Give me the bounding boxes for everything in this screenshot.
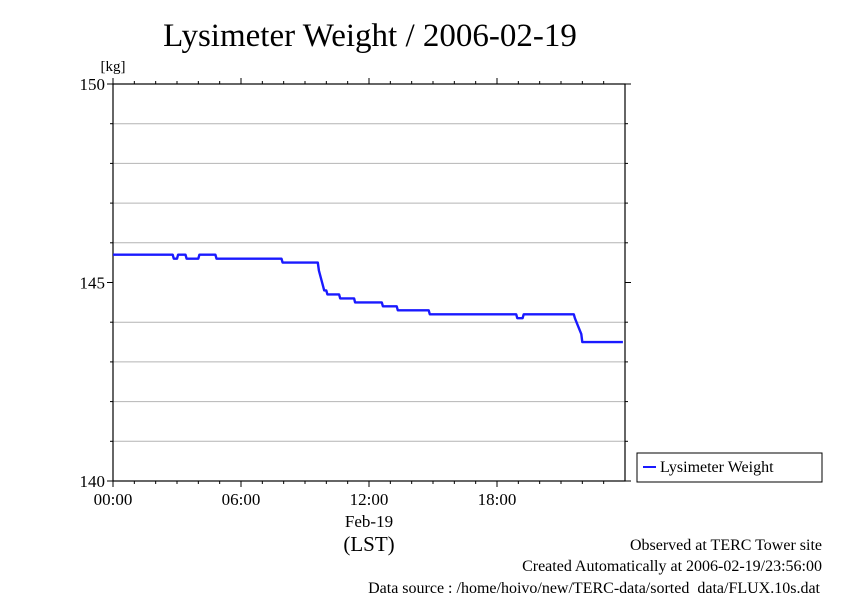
x-tick-label: 06:00 [222, 490, 261, 509]
chart-title: Lysimeter Weight / 2006-02-19 [163, 18, 577, 54]
footer-created: Created Automatically at 2006-02-19/23:5… [522, 558, 822, 575]
gridlines [113, 123, 625, 442]
legend-box [636, 452, 823, 483]
x-tick-label: 00:00 [94, 490, 133, 509]
y-axis: 150 145 140 [80, 75, 631, 491]
y-tick-label: 145 [80, 274, 106, 293]
x-tick-label: 18:00 [478, 490, 517, 509]
x-tick-label: 12:00 [350, 490, 389, 509]
footer-site: Observed at TERC Tower site [630, 537, 822, 554]
x-axis: 00:00 06:00 12:00 18:00 [94, 78, 605, 509]
legend: Lysimeter Weight [636, 452, 823, 483]
y-axis-unit-label: [kg] [101, 59, 126, 75]
series-line-lysimeter-weight [113, 253, 623, 344]
x-axis-title: (LST) [343, 532, 394, 556]
x-axis-date-label: Feb-19 [345, 512, 393, 531]
plot-frame [112, 83, 626, 482]
footer-data-source: Data source : /home/hoivo/new/TERC-data/… [368, 580, 820, 595]
legend-label: Lysimeter Weight [660, 459, 774, 476]
y-tick-label: 140 [80, 472, 106, 491]
y-tick-label: 150 [80, 75, 106, 94]
